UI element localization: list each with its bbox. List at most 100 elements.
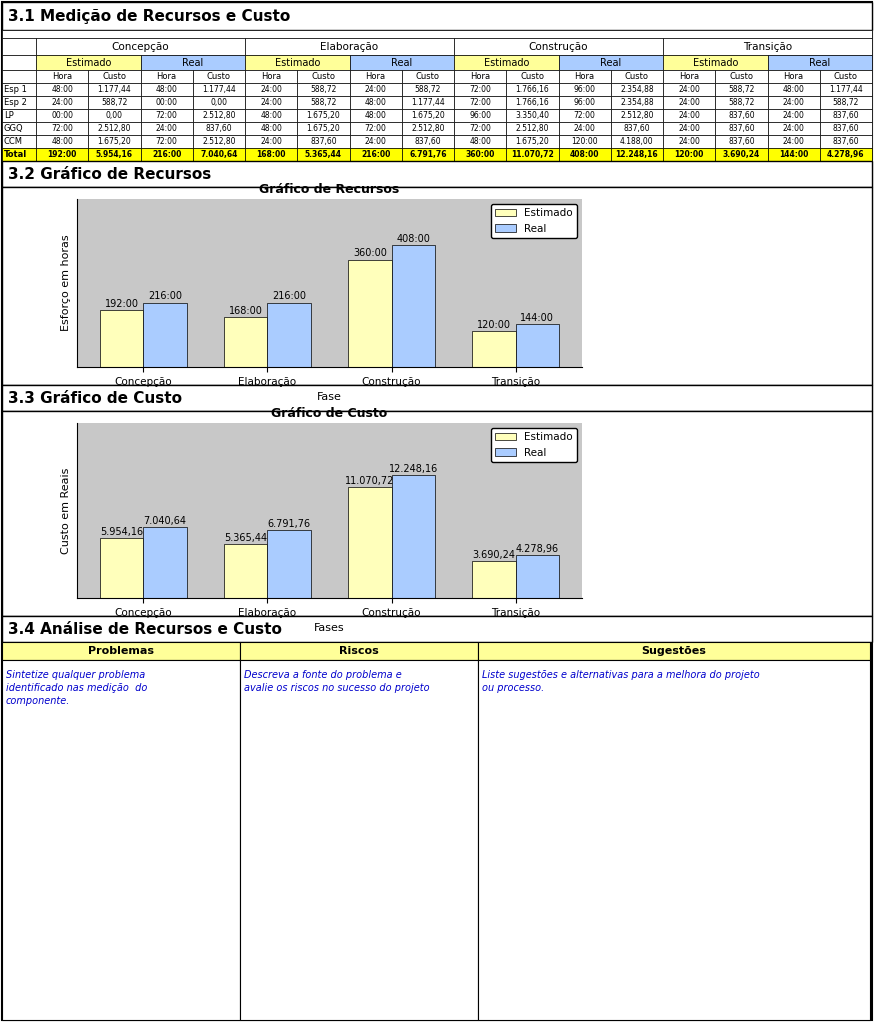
Text: Hora: Hora: [574, 72, 594, 81]
Bar: [193, 83, 245, 96]
Bar: [454, 109, 506, 122]
Text: 3.3 Gráfico de Custo: 3.3 Gráfico de Custo: [8, 390, 182, 406]
Text: 5.954,16: 5.954,16: [101, 527, 143, 538]
Text: 144:00: 144:00: [779, 150, 808, 159]
Bar: [663, 148, 715, 161]
Text: 588,72: 588,72: [728, 85, 754, 94]
Text: Custo: Custo: [207, 72, 231, 81]
Bar: [2, 109, 36, 122]
Bar: [820, 96, 872, 109]
Bar: [506, 109, 558, 122]
Text: identificado nas medição  do: identificado nas medição do: [6, 683, 148, 693]
Bar: [2, 642, 240, 660]
Bar: [558, 135, 611, 148]
X-axis label: Fases: Fases: [314, 623, 345, 634]
Bar: [88, 69, 141, 83]
Text: Problemas: Problemas: [88, 646, 154, 656]
Bar: [224, 317, 267, 367]
Bar: [558, 122, 611, 135]
Text: 837,60: 837,60: [623, 124, 650, 133]
Text: Hora: Hora: [261, 72, 281, 81]
Text: 24:00: 24:00: [678, 124, 700, 133]
Text: 24:00: 24:00: [364, 137, 386, 146]
Text: 96:00: 96:00: [573, 85, 595, 94]
Text: 72:00: 72:00: [156, 137, 177, 146]
Text: Custo: Custo: [311, 72, 336, 81]
Bar: [820, 135, 872, 148]
Y-axis label: Esforço em horas: Esforço em horas: [61, 235, 72, 331]
Bar: [715, 83, 767, 96]
Bar: [224, 544, 267, 598]
Text: 168:00: 168:00: [256, 150, 286, 159]
Text: 24:00: 24:00: [573, 124, 595, 133]
Text: 48:00: 48:00: [364, 111, 386, 120]
Text: 72:00: 72:00: [52, 124, 73, 133]
Bar: [767, 83, 820, 96]
Bar: [297, 109, 350, 122]
Text: Hora: Hora: [679, 72, 699, 81]
Bar: [36, 148, 88, 161]
Bar: [2, 122, 36, 135]
Text: Total: Total: [4, 150, 27, 159]
Text: Custo: Custo: [834, 72, 858, 81]
Text: 1.675,20: 1.675,20: [516, 137, 549, 146]
Text: 360:00: 360:00: [353, 248, 387, 259]
Text: Descreva a fonte do problema e: Descreva a fonte do problema e: [244, 670, 402, 680]
Bar: [143, 527, 187, 598]
Bar: [2, 2, 872, 30]
Text: 360:00: 360:00: [466, 150, 495, 159]
Text: 3.4 Análise de Recursos e Custo: 3.4 Análise de Recursos e Custo: [8, 621, 282, 637]
Text: 120:00: 120:00: [572, 137, 598, 146]
Text: 24:00: 24:00: [783, 111, 805, 120]
Bar: [141, 122, 193, 135]
Bar: [402, 122, 454, 135]
Text: 72:00: 72:00: [573, 111, 595, 120]
Text: 2.354,88: 2.354,88: [620, 85, 654, 94]
Bar: [767, 69, 820, 83]
Bar: [36, 96, 88, 109]
Text: 5.954,16: 5.954,16: [96, 150, 133, 159]
Text: 4.278,96: 4.278,96: [516, 544, 558, 554]
Text: Hora: Hora: [784, 72, 804, 81]
Bar: [350, 96, 402, 109]
Text: 4.278,96: 4.278,96: [827, 150, 864, 159]
Text: 7.040,64: 7.040,64: [200, 150, 238, 159]
Bar: [193, 69, 245, 83]
Bar: [663, 69, 715, 83]
Legend: Estimado, Real: Estimado, Real: [490, 428, 577, 462]
Text: Real: Real: [182, 57, 204, 67]
Bar: [245, 135, 297, 148]
Bar: [506, 96, 558, 109]
Bar: [2, 187, 872, 385]
Bar: [141, 109, 193, 122]
Bar: [506, 135, 558, 148]
Text: 3.350,40: 3.350,40: [516, 111, 550, 120]
Text: 12.248,16: 12.248,16: [615, 150, 658, 159]
Text: 48:00: 48:00: [260, 111, 282, 120]
Text: Riscos: Riscos: [339, 646, 378, 656]
Bar: [193, 122, 245, 135]
Bar: [100, 539, 143, 598]
Bar: [141, 83, 193, 96]
Bar: [663, 135, 715, 148]
Text: 216:00: 216:00: [272, 291, 306, 301]
Bar: [454, 96, 506, 109]
Bar: [193, 148, 245, 161]
Bar: [454, 83, 506, 96]
Text: Hora: Hora: [156, 72, 177, 81]
Bar: [141, 148, 193, 161]
Text: Custo: Custo: [102, 72, 127, 81]
Bar: [402, 83, 454, 96]
Text: 24:00: 24:00: [260, 98, 282, 107]
Bar: [767, 96, 820, 109]
Text: 24:00: 24:00: [52, 98, 73, 107]
Text: Custo: Custo: [520, 72, 545, 81]
Bar: [2, 83, 36, 96]
Bar: [558, 83, 611, 96]
Bar: [245, 69, 297, 83]
Text: 24:00: 24:00: [783, 98, 805, 107]
Bar: [611, 135, 663, 148]
Text: 0,00: 0,00: [106, 111, 123, 120]
Bar: [240, 642, 478, 660]
Text: 2.512,80: 2.512,80: [516, 124, 549, 133]
